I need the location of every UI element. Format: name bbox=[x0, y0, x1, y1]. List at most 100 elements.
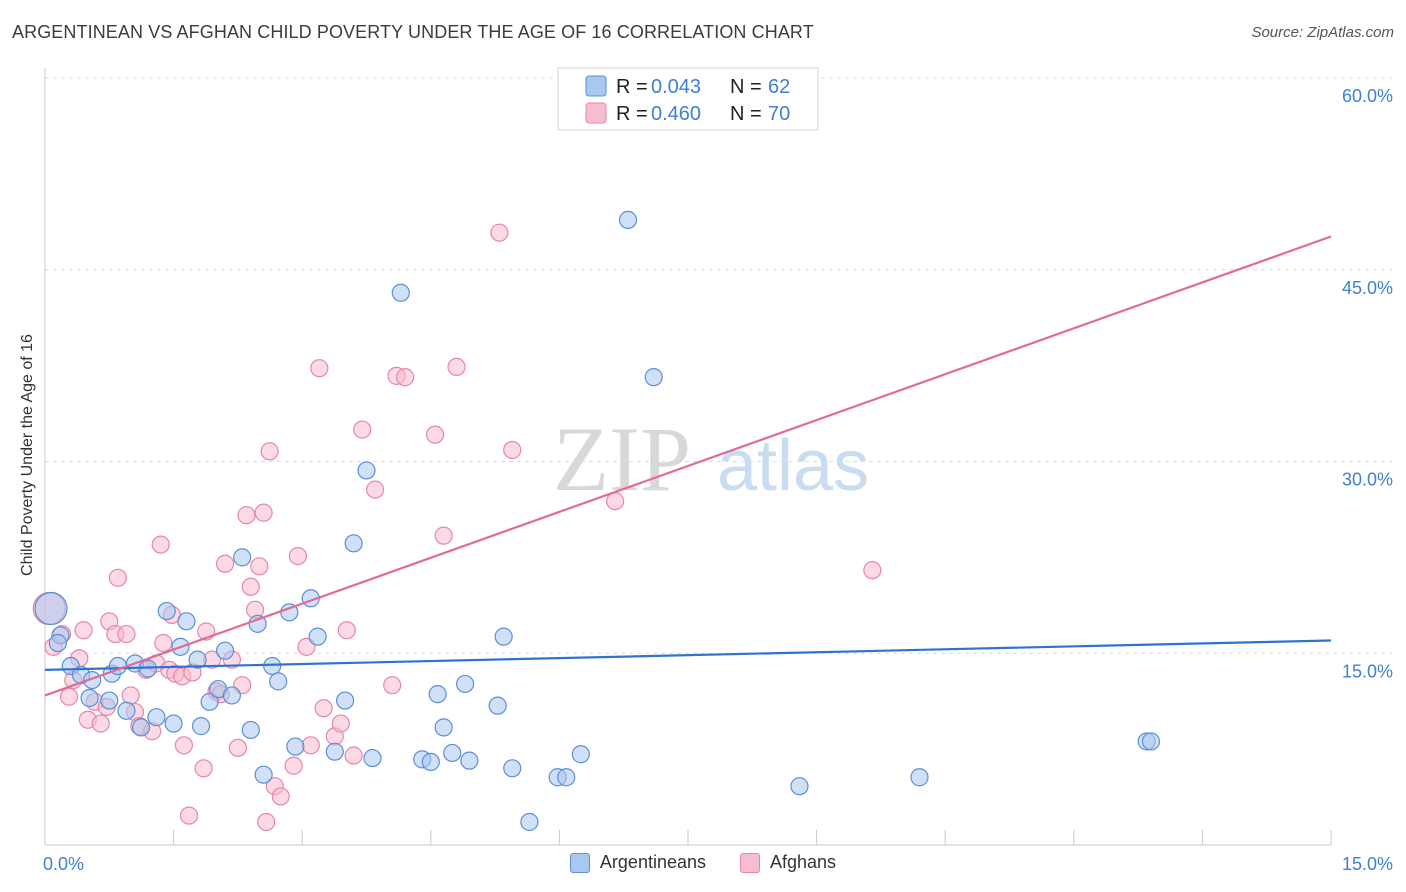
watermark-zip: ZIP bbox=[553, 408, 691, 510]
afghans-point bbox=[503, 440, 522, 460]
x-tick-label-min: 0.0% bbox=[43, 854, 84, 874]
afghans-point bbox=[395, 368, 415, 387]
argentineans-point bbox=[344, 534, 363, 553]
argentineans-point bbox=[164, 714, 183, 733]
legend-n-label-2: N = bbox=[730, 103, 762, 125]
argentineans-point bbox=[254, 765, 273, 784]
afghans-point bbox=[284, 756, 303, 775]
afghans-point bbox=[425, 425, 445, 444]
argentineans-point bbox=[222, 686, 241, 705]
chart-title: ARGENTINEAN VS AFGHAN CHILD POVERTY UNDE… bbox=[12, 22, 814, 42]
swatch-afghans bbox=[740, 852, 760, 873]
afghans-point bbox=[447, 357, 466, 377]
legend-label-afghans: Afghans bbox=[770, 852, 837, 872]
legend-label-argentineans: Argentineans bbox=[599, 852, 706, 872]
argentineans-point bbox=[494, 627, 513, 646]
afghans-point bbox=[331, 714, 350, 733]
afghans-point bbox=[121, 686, 140, 705]
afghans-point bbox=[241, 577, 260, 596]
argentineans-point bbox=[790, 777, 809, 796]
legend-r-label-2: R = bbox=[616, 103, 648, 125]
legend-n-value-2: 70 bbox=[768, 103, 790, 125]
stats-legend: R = 0.043 N = 62 R = 0.460 N = 70 bbox=[557, 67, 819, 131]
argentineans-point bbox=[391, 283, 410, 302]
watermark: ZIP atlas bbox=[553, 408, 869, 510]
legend-n-label-1: N = bbox=[730, 76, 762, 98]
afghans-point bbox=[174, 736, 193, 755]
afghans-point bbox=[337, 621, 356, 640]
argentineans-point bbox=[241, 720, 260, 740]
afghans-point bbox=[257, 812, 276, 832]
tick-labels: 15.0% 30.0% 45.0% 60.0% 0.0% 15.0% bbox=[43, 86, 1393, 874]
afghans-point bbox=[490, 223, 509, 242]
argentineans-point bbox=[80, 688, 99, 708]
argentineans-point bbox=[434, 718, 453, 737]
afghans-point bbox=[434, 526, 453, 545]
argentineans-point bbox=[421, 752, 440, 772]
axes bbox=[44, 68, 1332, 846]
argentineans-point bbox=[357, 461, 376, 480]
afghans-point bbox=[353, 420, 372, 439]
legend-n-value-1: 62 bbox=[768, 76, 790, 98]
argentineans-point bbox=[269, 672, 288, 691]
legend-swatch-afghans bbox=[585, 102, 607, 124]
argentineans-point bbox=[188, 650, 207, 669]
afghans-point bbox=[365, 480, 385, 499]
argentineans-point bbox=[233, 548, 252, 567]
afghans-point bbox=[215, 554, 235, 573]
afghans-point bbox=[288, 546, 308, 566]
argentineans-point bbox=[557, 768, 576, 787]
afghans-point bbox=[74, 621, 93, 640]
argentineans-point bbox=[571, 745, 590, 764]
grid-lines bbox=[45, 77, 1392, 654]
argentineans-point bbox=[263, 656, 282, 676]
argentineans-point bbox=[100, 691, 119, 710]
x-tick-label-max: 15.0% bbox=[1342, 854, 1393, 874]
afghans-point bbox=[271, 787, 290, 806]
afghans-point bbox=[237, 506, 256, 525]
argentineans-point bbox=[48, 633, 67, 653]
argentineans-point bbox=[200, 692, 219, 711]
afghans-point bbox=[383, 676, 402, 695]
afghans-point bbox=[194, 759, 213, 778]
afghans-point bbox=[59, 687, 79, 706]
y-tick-label: 30.0% bbox=[1342, 470, 1393, 490]
argentineans-point bbox=[520, 812, 539, 832]
legend-r-label-1: R = bbox=[616, 76, 648, 98]
swatch-argentineans bbox=[569, 852, 590, 873]
afghans-point bbox=[108, 568, 127, 587]
afghans-point bbox=[310, 359, 329, 378]
legend-item-argentineans: Argentineans bbox=[569, 852, 706, 873]
argentineans-point bbox=[248, 614, 267, 633]
argentineans-point bbox=[308, 627, 327, 646]
argentineans-points bbox=[34, 88, 1161, 832]
argentineans-point bbox=[117, 701, 136, 720]
legend-item-afghans: Afghans bbox=[740, 852, 836, 873]
argentineans-point bbox=[618, 210, 638, 229]
argentineans-point bbox=[644, 368, 663, 387]
argentineans-point bbox=[325, 742, 344, 761]
y-tick-label: 15.0% bbox=[1342, 661, 1393, 681]
afghans-point bbox=[254, 503, 273, 522]
argentineans-trend-line bbox=[44, 639, 1332, 671]
legend-r-value-1: 0.043 bbox=[651, 76, 701, 98]
afghans-point bbox=[151, 535, 170, 554]
argentineans-point bbox=[131, 718, 151, 737]
y-tick-label: 45.0% bbox=[1342, 278, 1393, 298]
afghans-point bbox=[250, 557, 269, 576]
afghans-point bbox=[91, 714, 110, 733]
argentineans-point bbox=[177, 612, 196, 631]
argentineans-point bbox=[34, 591, 68, 626]
argentineans-point bbox=[503, 759, 522, 778]
argentineans-point bbox=[147, 708, 166, 727]
argentineans-point bbox=[1141, 732, 1161, 751]
legend-swatch-argentineans bbox=[585, 75, 607, 97]
afghans-point bbox=[863, 561, 882, 580]
argentineans-point bbox=[428, 685, 447, 704]
afghans-point bbox=[301, 736, 320, 755]
argentineans-point bbox=[335, 691, 355, 710]
argentineans-point bbox=[460, 751, 479, 770]
argentineans-point bbox=[455, 674, 475, 694]
legend-r-value-2: 0.460 bbox=[651, 103, 701, 125]
